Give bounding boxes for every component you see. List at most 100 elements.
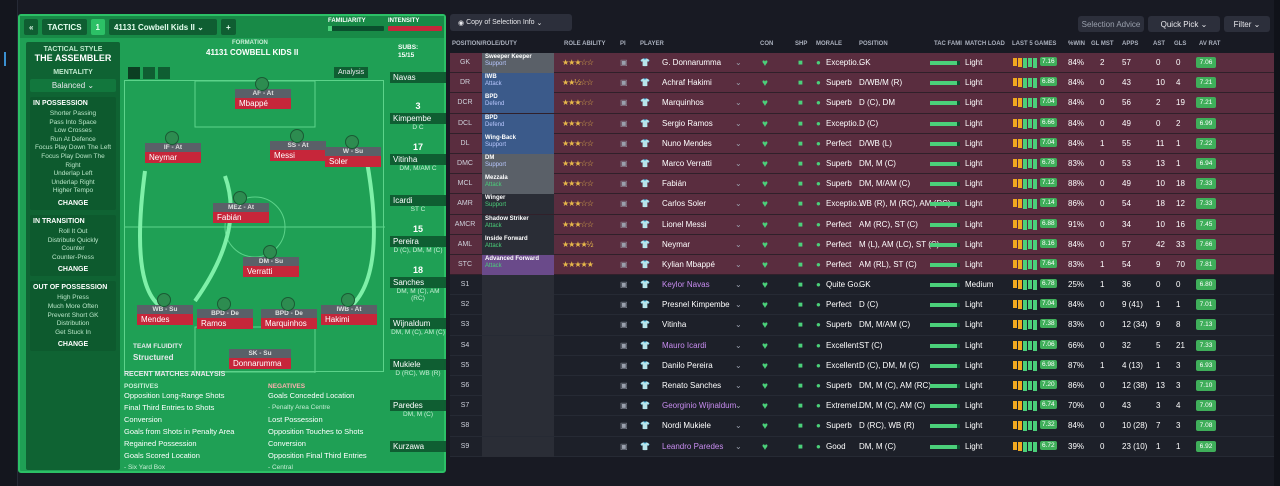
pitch-player-ss[interactable]: SS - At Messi bbox=[270, 129, 326, 171]
player-name[interactable]: Mauro Icardi bbox=[662, 340, 707, 350]
tactic-slot[interactable]: 1 bbox=[90, 19, 105, 35]
mentality-select[interactable]: Balanced ⌄ bbox=[30, 79, 116, 92]
player-menu-icon[interactable]: ⌄ bbox=[735, 381, 742, 390]
player-name[interactable]: Leandro Paredes bbox=[662, 441, 724, 451]
pitch-player-sk[interactable]: SK - Su Donnarumma bbox=[229, 349, 291, 379]
pitch-player-w[interactable]: W - Su Soler bbox=[325, 135, 381, 177]
table-row[interactable]: STC Advanced Forward Attack ★★★★★ ▣ 👕 Kylian M… bbox=[450, 254, 1274, 276]
table-row[interactable]: DCL BPD Defend ★★★☆☆ ▣ 👕 Sergio Ramos ⌄ ♥ ■ ● Excep… bbox=[450, 113, 1274, 134]
table-row[interactable]: AMR Winger Support ★★★☆☆ ▣ 👕 Carlos Soler ⌄ ♥ ■ ● E… bbox=[450, 194, 1274, 215]
sub-slot[interactable]: 18 Sanches DM, M (C), AM (RC) bbox=[390, 265, 446, 302]
add-tactic-button[interactable]: + bbox=[220, 19, 236, 35]
pi-icon[interactable]: ▣ bbox=[620, 441, 628, 451]
pi-icon[interactable]: ▣ bbox=[620, 138, 628, 148]
table-row[interactable]: AML Inside Forward Attack ★★★★½ ▣ 👕 Neymar ⌄ ♥ ■ ●… bbox=[450, 234, 1274, 255]
table-row[interactable]: DMC DM Support ★★★☆☆ ▣ 👕 Marco Verratti ⌄ ♥ ■ ● Sup… bbox=[450, 153, 1274, 175]
col-position[interactable]: POSITION/ROLE/DUTY bbox=[452, 41, 518, 47]
player-name[interactable]: Nuno Mendes bbox=[662, 138, 712, 148]
pitch-player-wb[interactable]: WB - Su Mendes bbox=[137, 293, 193, 335]
player-menu-icon[interactable]: ⌄ bbox=[735, 401, 742, 411]
table-row[interactable]: DL Wing-Back Support ★★★☆☆ ▣ 👕 Nuno Mendes ⌄ ♥ ■ ●… bbox=[450, 133, 1274, 154]
col-shp[interactable]: SHP bbox=[795, 41, 808, 47]
chart-icon[interactable] bbox=[143, 67, 155, 79]
sub-slot[interactable]: 17 Vitinha DM, M/AM C bbox=[390, 142, 446, 178]
player-menu-icon[interactable]: ⌄ bbox=[735, 179, 742, 189]
sub-slot[interactable]: Kurzawa bbox=[390, 429, 446, 465]
pitch-player-iwb[interactable]: IWB - At Hakimi bbox=[321, 293, 377, 335]
table-row[interactable]: S8 ▣ 👕 Nordi Mukiele ⌄ ♥ ■ ● Superb D (RC), WB (R… bbox=[450, 416, 1274, 437]
op-change-button[interactable]: CHANGE bbox=[57, 341, 89, 349]
player-menu-icon[interactable]: ⌄ bbox=[735, 421, 742, 431]
it-change-button[interactable]: CHANGE bbox=[57, 266, 89, 274]
pitch-player-if[interactable]: IF - At Neymar bbox=[145, 131, 201, 173]
player-name[interactable]: Vitinha bbox=[662, 320, 687, 330]
pi-icon[interactable]: ▣ bbox=[620, 179, 628, 189]
formation-name[interactable]: 41131 COWBELL KIDS II bbox=[206, 48, 299, 57]
player-name[interactable]: G. Donnarumma bbox=[662, 58, 722, 67]
pitch-player-bpd-right[interactable]: BPD - De Marquinhos bbox=[261, 297, 317, 339]
col-last5[interactable]: LAST 5 GAMES bbox=[1012, 41, 1057, 47]
player-name[interactable]: Nordi Mukiele bbox=[662, 421, 711, 431]
view-select[interactable]: ◉ Copy of Selection Info ⌄ bbox=[450, 14, 572, 31]
scrollbar[interactable] bbox=[1274, 0, 1280, 486]
col-tac-fam[interactable]: TAC FAMI bbox=[934, 41, 962, 47]
pi-icon[interactable]: ▣ bbox=[620, 300, 628, 310]
pitch-player-dm[interactable]: DM - Su Verratti bbox=[243, 245, 299, 287]
sub-slot[interactable]: 15 Pereira D (C), DM, M (C) bbox=[390, 224, 446, 260]
quick-pick-button[interactable]: Quick Pick ⌄ bbox=[1148, 16, 1220, 32]
pi-icon[interactable]: ▣ bbox=[620, 340, 628, 350]
player-name[interactable]: Lionel Messi bbox=[662, 219, 707, 229]
pi-icon[interactable]: ▣ bbox=[620, 98, 628, 108]
player-name[interactable]: Carlos Soler bbox=[662, 199, 707, 209]
player-name[interactable]: Marquinhos bbox=[662, 98, 704, 108]
player-menu-icon[interactable]: ⌄ bbox=[735, 441, 742, 451]
player-name[interactable]: Neymar bbox=[662, 239, 691, 249]
player-menu-icon[interactable]: ⌄ bbox=[735, 199, 742, 209]
filter-button[interactable]: Filter ⌄ bbox=[1224, 16, 1270, 32]
table-row[interactable]: AMCR Shadow Striker Attack ★★★☆☆ ▣ 👕 Lionel Me… bbox=[450, 214, 1274, 235]
col-win[interactable]: %WIN bbox=[1068, 41, 1085, 47]
player-menu-icon[interactable]: ⌄ bbox=[735, 239, 742, 249]
col-apps[interactable]: APPS bbox=[1122, 41, 1139, 47]
table-row[interactable]: S2 ▣ 👕 Presnel Kimpembe ⌄ ♥ ■ ● Perfect D (C) Ligh… bbox=[450, 295, 1274, 316]
col-pi[interactable]: PI bbox=[620, 41, 626, 47]
role-select[interactable]: IWB Attack bbox=[482, 73, 554, 94]
pi-icon[interactable]: ▣ bbox=[620, 219, 628, 229]
player-menu-icon[interactable]: ⌄ bbox=[735, 138, 742, 148]
player-menu-icon[interactable]: ⌄ bbox=[735, 320, 742, 330]
back-button[interactable]: « bbox=[24, 19, 39, 35]
player-name[interactable]: Achraf Hakimi bbox=[662, 78, 712, 88]
role-select[interactable]: Sweeper Keeper Support bbox=[482, 53, 554, 73]
sub-slot[interactable]: 3 Kimpembe D C bbox=[390, 101, 446, 137]
tactic-name-select[interactable]: 41131 Cowbell Kids II ⌄ bbox=[108, 19, 217, 35]
player-name[interactable]: Georginio Wijnaldum bbox=[662, 401, 737, 411]
pi-icon[interactable]: ▣ bbox=[620, 280, 628, 290]
player-name[interactable]: Presnel Kimpembe bbox=[662, 300, 730, 310]
pi-icon[interactable]: ▣ bbox=[620, 158, 628, 168]
player-name[interactable]: Marco Verratti bbox=[662, 158, 712, 168]
pi-icon[interactable]: ▣ bbox=[620, 320, 628, 330]
sub-slot[interactable]: Wijnaldum DM, M (C), AM (C) bbox=[390, 306, 446, 342]
player-menu-icon[interactable]: ⌄ bbox=[735, 360, 742, 370]
table-row[interactable]: S7 ▣ 👕 Georginio Wijnaldum ⌄ ♥ ■ ● Extremel... DM… bbox=[450, 396, 1274, 417]
pi-icon[interactable]: ▣ bbox=[620, 58, 628, 67]
pi-icon[interactable]: ▣ bbox=[620, 239, 628, 249]
pi-icon[interactable]: ▣ bbox=[620, 118, 628, 128]
role-select[interactable]: BPD Defend bbox=[482, 113, 554, 134]
ip-change-button[interactable]: CHANGE bbox=[57, 199, 89, 207]
pi-icon[interactable]: ▣ bbox=[620, 421, 628, 431]
role-select[interactable]: Winger Support bbox=[482, 194, 554, 215]
table-row[interactable]: DR IWB Attack ★★½☆☆ ▣ 👕 Achraf Hakimi ⌄ ♥ ■ ● Super… bbox=[450, 73, 1274, 94]
pi-icon[interactable]: ▣ bbox=[620, 381, 628, 390]
player-menu-icon[interactable]: ⌄ bbox=[735, 78, 742, 88]
player-name[interactable]: Fabián bbox=[662, 179, 687, 189]
table-row[interactable]: MCL Mezzala Attack ★★★☆☆ ▣ 👕 Fabián ⌄ ♥ ■ ● Superb D… bbox=[450, 174, 1274, 195]
pi-icon[interactable]: ▣ bbox=[620, 78, 628, 88]
col-match-load[interactable]: MATCH LOAD bbox=[965, 41, 1005, 47]
sub-slot[interactable]: Mukiele D (RC), WB (R) bbox=[390, 347, 446, 383]
player-menu-icon[interactable]: ⌄ bbox=[735, 259, 742, 269]
list-icon[interactable] bbox=[158, 67, 170, 79]
player-menu-icon[interactable]: ⌄ bbox=[735, 58, 742, 67]
sub-slot[interactable]: Icardi ST C bbox=[390, 183, 446, 219]
pi-icon[interactable]: ▣ bbox=[620, 199, 628, 209]
